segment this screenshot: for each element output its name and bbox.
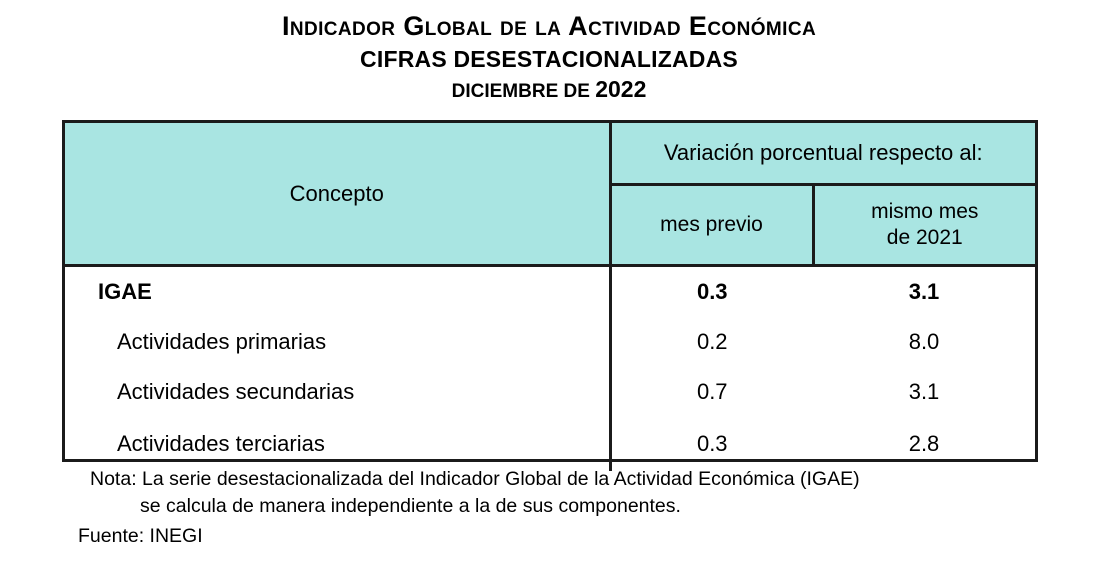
note-text-line-2: se calcula de manera independiente a la … [140, 495, 681, 517]
note-text-line-1: Nota: La serie desestacionalizada del In… [90, 468, 860, 490]
period-label: DICIEMBRE DE [451, 81, 596, 102]
cell-mismo-mes: 8.0 [908, 329, 940, 354]
page-title: Indicador Global de la Actividad Económi… [281, 11, 817, 41]
column-header-mismo-mes-line2: de 2021 [886, 226, 963, 249]
source-text: Fuente: INEGI [78, 525, 203, 547]
table-row: Actividades terciarias 0.3 2.8 [65, 417, 1035, 471]
row-label-cell: Actividades primarias [65, 317, 612, 367]
page-period: DICIEMBRE DE 2022 [0, 76, 1098, 105]
table-body: IGAE 0.3 3.1 Actividades primarias 0.2 8… [65, 265, 1035, 471]
cell-mes-previo: 0.3 [696, 279, 728, 304]
table-header-row-1: Concepto Variación porcentual respecto a… [65, 123, 1035, 267]
column-header-mes-previo: mes previo [610, 184, 813, 267]
table-row: Actividades secundarias 0.7 3.1 [65, 367, 1035, 417]
page-title-block: Indicador Global de la Actividad Económi… [0, 10, 1098, 105]
cell-mismo-mes: 2.8 [908, 431, 940, 456]
cell-mes-previo: 0.2 [696, 329, 728, 354]
table-row: IGAE 0.3 3.1 [65, 265, 1035, 317]
column-header-mismo-mes: mismo mes de 2021 [811, 184, 1035, 267]
page-subtitle: CIFRAS DESESTACIONALIZADAS [360, 46, 738, 72]
row-label: Actividades terciarias [117, 431, 325, 456]
cell-mismo-mes: 3.1 [908, 279, 940, 304]
row-label: IGAE [98, 279, 152, 304]
table-header: Concepto Variación porcentual respecto a… [65, 123, 1035, 267]
cell-mes-previo: 0.7 [696, 379, 728, 404]
period-year: 2022 [595, 76, 647, 102]
igae-table: Concepto Variación porcentual respecto a… [65, 123, 1035, 471]
cell-mes-previo: 0.3 [696, 431, 728, 456]
row-label: Actividades primarias [117, 329, 327, 354]
row-label-cell: Actividades terciarias [65, 417, 612, 471]
table-header-row-2: mes previo mismo mes de 2021 [65, 184, 1035, 267]
row-label-cell: IGAE [65, 265, 612, 317]
column-group-header-variacion: Variación porcentual respecto al: [610, 123, 1035, 186]
row-label-cell: Actividades secundarias [65, 367, 612, 417]
row-label: Actividades secundarias [117, 379, 355, 404]
column-header-mismo-mes-line1: mismo mes [871, 200, 979, 223]
column-header-concepto: Concepto [65, 123, 612, 267]
table-row: Actividades primarias 0.2 8.0 [65, 317, 1035, 367]
igae-table-container: Concepto Variación porcentual respecto a… [62, 120, 1038, 471]
cell-mismo-mes: 3.1 [908, 379, 940, 404]
table-footnotes: Nota: La serie desestacionalizada del In… [62, 466, 1052, 550]
